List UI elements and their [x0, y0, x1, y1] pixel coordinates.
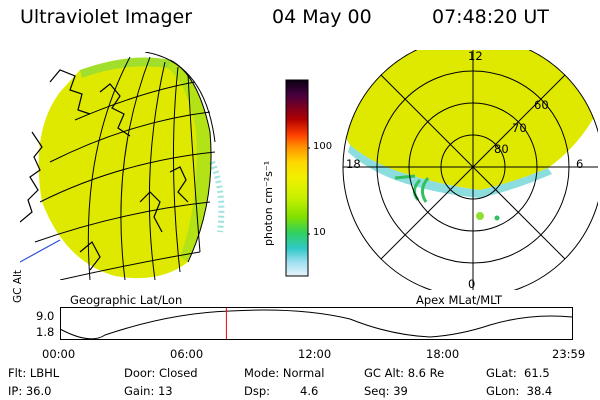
colorbar-tick-10: 10 [313, 227, 326, 238]
time-tick-12: 12:00 [298, 347, 332, 361]
door-status: Door: Closed [124, 366, 198, 380]
mlat-label-80: 80 [494, 142, 509, 156]
mode-status: Mode: Normal [244, 366, 325, 380]
mlat-label-60: 60 [534, 98, 549, 112]
dsp-label: Dsp: [244, 384, 271, 398]
apex-panel-label: Apex MLat/MLT [416, 293, 503, 307]
geographic-panel-label: Geographic Lat/Lon [70, 293, 183, 307]
polar-plot [342, 50, 598, 290]
altitude-plot [60, 307, 573, 340]
gain-status: Gain: 13 [124, 384, 173, 398]
dsp-value: 4.6 [300, 384, 319, 398]
time-tick-18: 18:00 [426, 347, 460, 361]
geographic-image [20, 52, 225, 280]
mlt-label-18: 18 [346, 157, 361, 171]
altitude-ytick-9: 9.0 [36, 309, 55, 323]
instrument-title: Ultraviolet Imager [20, 6, 193, 28]
time-tick-00: 00:00 [42, 347, 76, 361]
altitude-ylabel: GC Alt [12, 269, 24, 303]
mlt-label-0: 0 [468, 277, 476, 291]
ip-status: IP: 36.0 [8, 384, 52, 398]
time-tick-2359: 23:59 [552, 347, 586, 361]
time-tick-06: 06:00 [170, 347, 204, 361]
colorbar-tick-100: 100 [313, 141, 333, 152]
mlt-label-12: 12 [468, 49, 483, 63]
mlt-label-6: 6 [576, 157, 584, 171]
seq-status: Seq: 39 [364, 384, 408, 398]
colorbar [285, 79, 310, 277]
filter-status: Flt: LBHL [8, 366, 60, 380]
glon-status: GLon: 38.4 [486, 384, 553, 398]
altitude-ytick-1: 1.8 [36, 325, 55, 339]
time-label: 07:48:20 UT [432, 6, 549, 28]
gcalt-status: GC Alt: 8.6 Re [364, 366, 445, 380]
glat-status: GLat: 61.5 [486, 366, 550, 380]
mlat-label-70: 70 [512, 121, 527, 135]
date-label: 04 May 00 [272, 6, 372, 28]
colorbar-unit-label: photon cm⁻²s⁻¹ [262, 160, 275, 246]
